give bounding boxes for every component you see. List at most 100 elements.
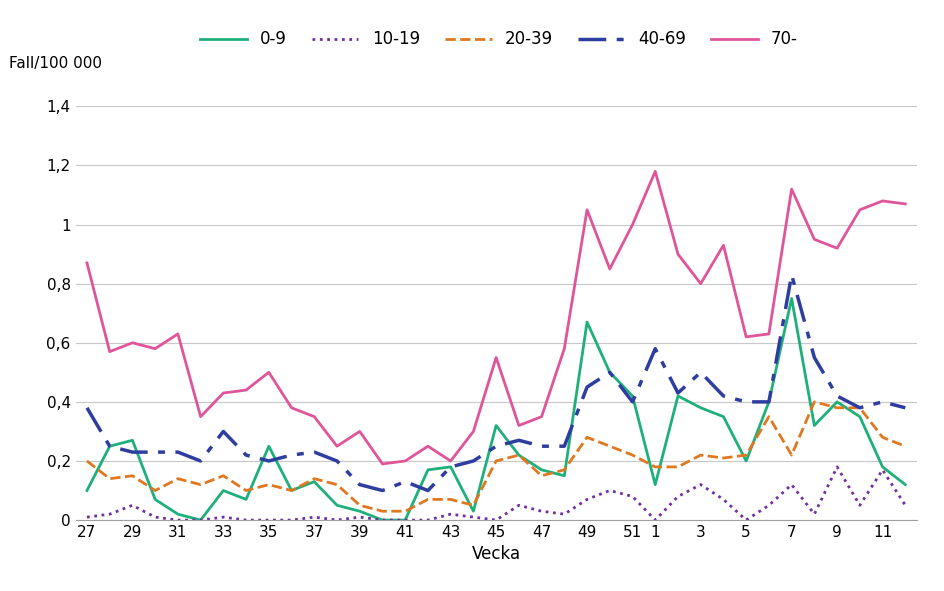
20-39: [399, 508, 411, 515]
40-69: [377, 487, 388, 494]
10-19: [81, 514, 93, 521]
0-9: [104, 443, 115, 450]
0-9: [694, 404, 705, 411]
40-69: [513, 437, 524, 444]
40-69: [717, 392, 729, 400]
40-69: [217, 428, 228, 435]
10-19: [217, 514, 228, 521]
10-19: [309, 514, 320, 521]
10-19: [853, 502, 865, 509]
20-39: [513, 452, 524, 459]
0-9: [309, 478, 320, 485]
20-39: [899, 443, 910, 450]
40-69: [490, 443, 501, 450]
70-: [899, 200, 910, 207]
10-19: [671, 493, 683, 500]
40-69: [262, 457, 274, 465]
10-19: [104, 511, 115, 518]
X-axis label: Vecka: Vecka: [471, 545, 520, 563]
40-69: [853, 404, 865, 411]
20-39: [876, 434, 887, 441]
20-39: [603, 443, 615, 450]
10-19: [286, 517, 297, 524]
70-: [377, 460, 388, 467]
10-19: [694, 481, 705, 488]
10-19: [377, 517, 388, 524]
20-39: [262, 481, 274, 488]
0-9: [831, 398, 842, 405]
70-: [581, 206, 592, 213]
20-39: [785, 452, 797, 459]
70-: [763, 330, 774, 337]
0-9: [513, 452, 524, 459]
20-39: [535, 472, 547, 479]
70-: [126, 339, 138, 346]
40-69: [467, 457, 479, 465]
40-69: [831, 392, 842, 400]
20-39: [717, 454, 729, 462]
40-69: [581, 384, 592, 391]
40-69: [286, 452, 297, 459]
0-9: [876, 463, 887, 470]
0-9: [899, 481, 910, 488]
0-9: [785, 295, 797, 302]
10-19: [422, 517, 433, 524]
40-69: [422, 487, 433, 494]
10-19: [831, 463, 842, 470]
0-9: [149, 496, 160, 503]
Line: 0-9: 0-9: [87, 298, 904, 520]
20-39: [149, 487, 160, 494]
10-19: [445, 511, 456, 518]
20-39: [331, 481, 343, 488]
0-9: [717, 413, 729, 420]
40-69: [671, 389, 683, 397]
20-39: [309, 475, 320, 482]
10-19: [785, 481, 797, 488]
40-69: [626, 398, 637, 405]
20-39: [286, 487, 297, 494]
10-19: [899, 502, 910, 509]
40-69: [81, 404, 93, 411]
Line: 70-: 70-: [87, 171, 904, 464]
70-: [194, 413, 206, 420]
0-9: [671, 392, 683, 400]
40-69: [649, 345, 660, 352]
10-19: [490, 517, 501, 524]
40-69: [808, 354, 819, 361]
0-9: [603, 369, 615, 376]
20-39: [194, 481, 206, 488]
10-19: [535, 508, 547, 515]
70-: [399, 457, 411, 465]
0-9: [194, 517, 206, 524]
10-19: [149, 514, 160, 521]
40-69: [149, 449, 160, 456]
20-39: [581, 434, 592, 441]
20-39: [649, 463, 660, 470]
10-19: [649, 517, 660, 524]
10-19: [240, 517, 251, 524]
20-39: [853, 404, 865, 411]
0-9: [126, 437, 138, 444]
40-69: [331, 457, 343, 465]
10-19: [558, 511, 569, 518]
Text: Fall/100 000: Fall/100 000: [9, 56, 102, 71]
0-9: [763, 398, 774, 405]
0-9: [217, 487, 228, 494]
0-9: [808, 422, 819, 429]
0-9: [626, 392, 637, 400]
70-: [240, 387, 251, 394]
20-39: [104, 475, 115, 482]
Line: 20-39: 20-39: [87, 402, 904, 511]
Line: 10-19: 10-19: [87, 467, 904, 520]
0-9: [377, 517, 388, 524]
20-39: [445, 496, 456, 503]
0-9: [853, 413, 865, 420]
70-: [286, 404, 297, 411]
0-9: [399, 517, 411, 524]
40-69: [535, 443, 547, 450]
10-19: [717, 496, 729, 503]
20-39: [172, 475, 183, 482]
70-: [354, 428, 365, 435]
10-19: [467, 514, 479, 521]
70-: [603, 265, 615, 272]
